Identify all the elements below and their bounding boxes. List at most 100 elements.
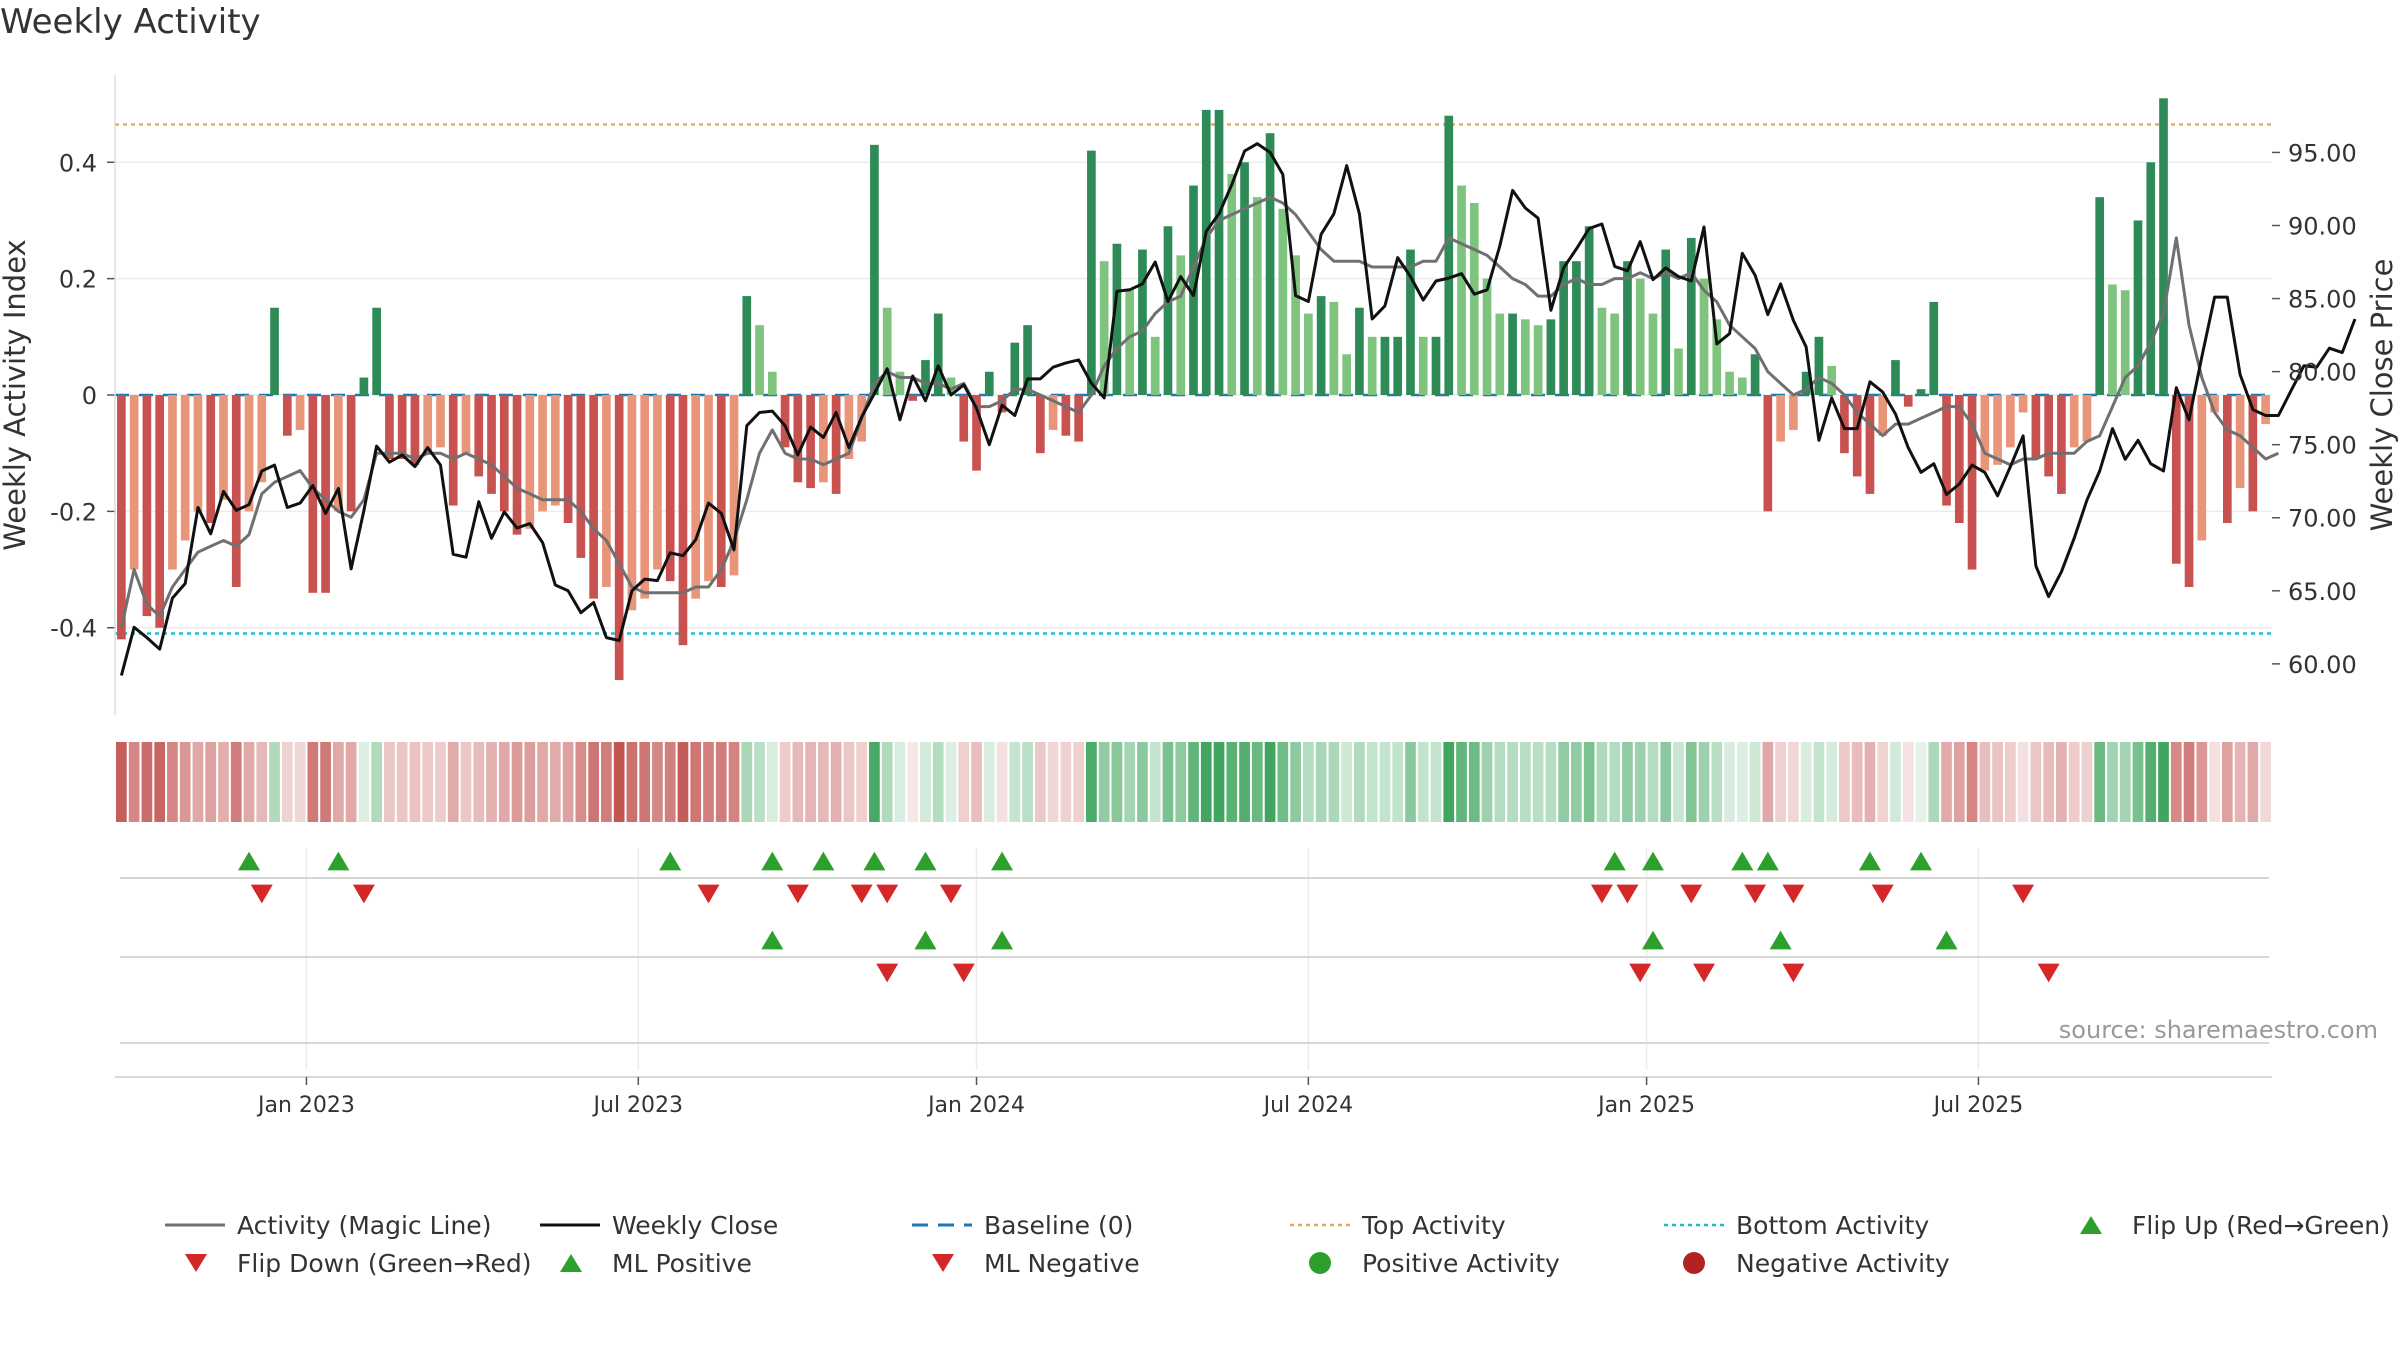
- heat-cell: [2094, 742, 2106, 822]
- flip-down-marker: [786, 884, 809, 904]
- x-tick-label: Jul 2024: [1262, 1093, 1354, 1118]
- heat-cell: [1558, 742, 1569, 822]
- flip-down-marker: [1744, 884, 1767, 904]
- heat-cell: [218, 742, 229, 822]
- flip-up-marker: [863, 851, 886, 871]
- activity-bar: [423, 395, 433, 454]
- heat-cell: [562, 742, 574, 822]
- heat-cell: [2209, 742, 2220, 822]
- y-axis-left-label: Weekly Activity Index: [0, 239, 32, 550]
- activity-bar: [1827, 365, 1837, 395]
- heat-cell: [1366, 742, 1378, 822]
- heat-cell: [1034, 742, 1046, 822]
- activity-bar: [397, 395, 407, 459]
- heat-cell: [1162, 742, 1174, 822]
- legend-swatch-mlpos: [560, 1254, 582, 1272]
- heat-cell: [320, 742, 331, 822]
- activity-bar: [2031, 395, 2041, 459]
- heat-cell: [116, 742, 127, 822]
- heat-cell: [1507, 742, 1518, 822]
- activity-bar: [602, 395, 611, 587]
- flip-up-marker: [1731, 851, 1754, 871]
- activity-bar: [1214, 109, 1224, 395]
- activity-bar: [282, 395, 292, 436]
- legend-label-top: Top Activity: [1361, 1211, 1506, 1240]
- heat-cell: [1481, 742, 1493, 822]
- heat-cell: [2043, 742, 2055, 822]
- activity-bar: [2184, 395, 2194, 587]
- legend-label-close: Weekly Close: [612, 1211, 778, 1240]
- heat-cell: [843, 742, 855, 822]
- heat-cell: [703, 742, 714, 822]
- heat-cell: [2030, 742, 2042, 822]
- right-tick-label: 65.00: [2288, 578, 2357, 606]
- heat-cell: [1775, 742, 1786, 822]
- activity-bar: [1074, 395, 1083, 442]
- heat-cell: [2081, 742, 2093, 822]
- activity-bar: [436, 395, 445, 448]
- heat-cell: [1545, 742, 1557, 822]
- activity-bar: [1954, 395, 1964, 523]
- activity-bar: [2108, 284, 2117, 395]
- heat-cell: [1660, 742, 1672, 822]
- flip-down-marker: [1590, 884, 1613, 904]
- legend-swatch-posact: [1309, 1252, 1331, 1274]
- heat-cell: [460, 742, 472, 822]
- heat-cell: [2107, 742, 2118, 822]
- activity-bar: [1406, 249, 1415, 395]
- heat-cell: [779, 742, 791, 822]
- flip-up-marker: [812, 851, 835, 871]
- activity-bar: [257, 395, 267, 483]
- x-tick-label: Jan 2023: [256, 1093, 355, 1118]
- legend-label-negact: Negative Activity: [1736, 1249, 1950, 1278]
- heat-cell: [1877, 742, 1889, 822]
- activity-bar: [2095, 197, 2105, 395]
- activity-bar: [908, 395, 918, 401]
- activity-bar: [499, 395, 509, 512]
- heat-cell: [2170, 742, 2182, 822]
- flip-down-marker: [697, 884, 720, 904]
- flip-up-marker: [327, 851, 350, 871]
- activity-bar: [1150, 336, 1160, 395]
- heat-cell: [1571, 742, 1582, 822]
- heat-cell: [1941, 742, 1952, 822]
- ml-negative-marker: [1782, 963, 1805, 983]
- heat-cell: [1392, 742, 1404, 822]
- ml-positive-marker: [761, 930, 784, 950]
- heat-cell: [818, 742, 829, 822]
- activity-bar: [155, 395, 165, 628]
- legend-label-flipup: Flip Up (Red→Green): [2132, 1211, 2390, 1240]
- activity-bar: [2248, 395, 2258, 512]
- activity-bar: [1176, 255, 1186, 395]
- activity-bar: [767, 371, 777, 395]
- activity-bar: [372, 307, 381, 395]
- heat-cell: [1915, 742, 1927, 822]
- activity-bar: [1316, 296, 1326, 395]
- activity-bar: [653, 395, 662, 570]
- heat-cell: [1124, 742, 1136, 822]
- heat-cell: [1188, 742, 1199, 822]
- ml-negative-marker: [1629, 963, 1652, 983]
- activity-bar: [2159, 98, 2168, 395]
- heat-cell: [2260, 742, 2271, 822]
- heat-cell: [1468, 742, 1480, 822]
- activity-bar: [1699, 278, 1709, 395]
- x-tick-label: Jan 2024: [926, 1093, 1025, 1118]
- activity-bar: [921, 360, 930, 395]
- activity-bar: [1036, 395, 1045, 454]
- right-tick-label: 95.00: [2288, 139, 2357, 167]
- activity-bar: [487, 395, 496, 494]
- activity-bar: [308, 395, 318, 593]
- activity-bar: [1469, 203, 1479, 395]
- activity-bar: [1789, 395, 1798, 430]
- activity-bar: [295, 395, 305, 430]
- heat-cell: [1303, 742, 1314, 822]
- activity-bar: [117, 395, 126, 640]
- heat-cell: [805, 742, 816, 822]
- activity-bar: [882, 307, 892, 395]
- ml-negative-marker: [952, 963, 975, 983]
- activity-bar: [1891, 360, 1900, 395]
- up-triangle-swatch: [560, 1254, 582, 1272]
- left-tick-label: -0.4: [50, 615, 97, 643]
- activity-bar: [1546, 319, 1556, 395]
